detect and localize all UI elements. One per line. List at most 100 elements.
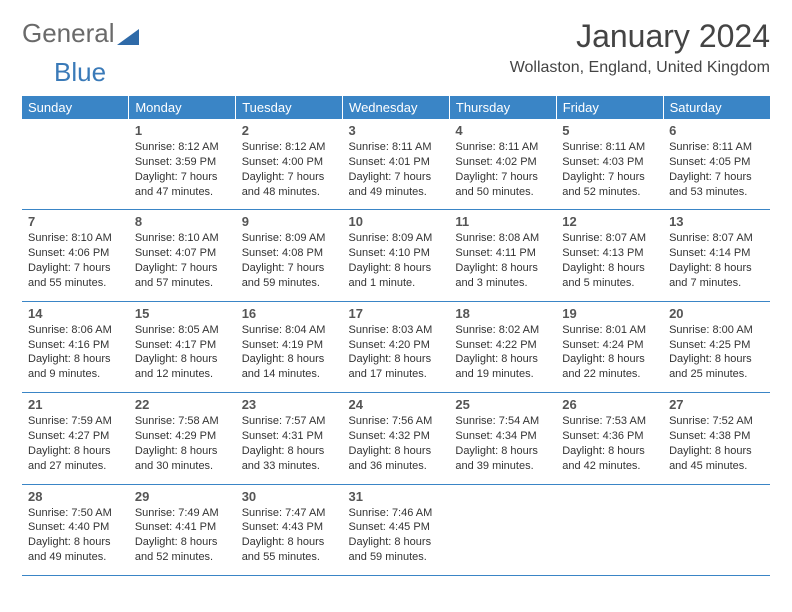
- day-number: 14: [28, 306, 123, 321]
- calendar-cell: 31 Sunrise: 7:46 AMSunset: 4:45 PMDayligh…: [343, 484, 450, 575]
- calendar-cell: 25 Sunrise: 7:54 AMSunset: 4:34 PMDayligh…: [449, 393, 556, 484]
- calendar-cell: 13 Sunrise: 8:07 AMSunset: 4:14 PMDayligh…: [663, 210, 770, 301]
- calendar-cell: [22, 119, 129, 210]
- day-number: 25: [455, 397, 550, 412]
- weekday-header: Wednesday: [343, 96, 450, 119]
- day-number: 2: [242, 123, 337, 138]
- calendar-table: Sunday Monday Tuesday Wednesday Thursday…: [22, 96, 770, 576]
- day-number: 12: [562, 214, 657, 229]
- day-info: Sunrise: 8:09 AMSunset: 4:10 PMDaylight:…: [349, 231, 444, 290]
- day-info: Sunrise: 7:57 AMSunset: 4:31 PMDaylight:…: [242, 414, 337, 473]
- day-number: 6: [669, 123, 764, 138]
- calendar-cell: 5 Sunrise: 8:11 AMSunset: 4:03 PMDaylight…: [556, 119, 663, 210]
- day-number: 3: [349, 123, 444, 138]
- weekday-header: Monday: [129, 96, 236, 119]
- day-number: 1: [135, 123, 230, 138]
- calendar-row: 1 Sunrise: 8:12 AMSunset: 3:59 PMDaylight…: [22, 119, 770, 210]
- calendar-cell: 24 Sunrise: 7:56 AMSunset: 4:32 PMDayligh…: [343, 393, 450, 484]
- day-info: Sunrise: 8:06 AMSunset: 4:16 PMDaylight:…: [28, 323, 123, 382]
- day-info: Sunrise: 8:11 AMSunset: 4:03 PMDaylight:…: [562, 140, 657, 199]
- calendar-cell: 10 Sunrise: 8:09 AMSunset: 4:10 PMDayligh…: [343, 210, 450, 301]
- day-info: Sunrise: 8:08 AMSunset: 4:11 PMDaylight:…: [455, 231, 550, 290]
- day-number: 21: [28, 397, 123, 412]
- day-info: Sunrise: 7:53 AMSunset: 4:36 PMDaylight:…: [562, 414, 657, 473]
- day-info: Sunrise: 7:59 AMSunset: 4:27 PMDaylight:…: [28, 414, 123, 473]
- day-info: Sunrise: 8:11 AMSunset: 4:02 PMDaylight:…: [455, 140, 550, 199]
- day-info: Sunrise: 8:07 AMSunset: 4:14 PMDaylight:…: [669, 231, 764, 290]
- calendar-cell: 18 Sunrise: 8:02 AMSunset: 4:22 PMDayligh…: [449, 301, 556, 392]
- day-info: Sunrise: 7:47 AMSunset: 4:43 PMDaylight:…: [242, 506, 337, 565]
- calendar-cell: 21 Sunrise: 7:59 AMSunset: 4:27 PMDayligh…: [22, 393, 129, 484]
- calendar-cell: 19 Sunrise: 8:01 AMSunset: 4:24 PMDayligh…: [556, 301, 663, 392]
- weekday-header: Thursday: [449, 96, 556, 119]
- calendar-cell: 28Sunrise: 7:50 AMSunset: 4:40 PMDayligh…: [22, 484, 129, 575]
- day-info: Sunrise: 8:02 AMSunset: 4:22 PMDaylight:…: [455, 323, 550, 382]
- calendar-row: 7 Sunrise: 8:10 AMSunset: 4:06 PMDaylight…: [22, 210, 770, 301]
- weekday-header: Sunday: [22, 96, 129, 119]
- calendar-cell: 1 Sunrise: 8:12 AMSunset: 3:59 PMDaylight…: [129, 119, 236, 210]
- day-number: 28: [28, 489, 123, 504]
- calendar-cell: 15Sunrise: 8:05 AMSunset: 4:17 PMDayligh…: [129, 301, 236, 392]
- day-number: 19: [562, 306, 657, 321]
- calendar-cell: 16Sunrise: 8:04 AMSunset: 4:19 PMDayligh…: [236, 301, 343, 392]
- weekday-header: Friday: [556, 96, 663, 119]
- day-info: Sunrise: 7:56 AMSunset: 4:32 PMDaylight:…: [349, 414, 444, 473]
- calendar-cell: 11Sunrise: 8:08 AMSunset: 4:11 PMDayligh…: [449, 210, 556, 301]
- day-info: Sunrise: 8:12 AMSunset: 3:59 PMDaylight:…: [135, 140, 230, 199]
- day-number: 7: [28, 214, 123, 229]
- day-info: Sunrise: 8:09 AMSunset: 4:08 PMDaylight:…: [242, 231, 337, 290]
- day-info: Sunrise: 8:10 AMSunset: 4:06 PMDaylight:…: [28, 231, 123, 290]
- day-number: 4: [455, 123, 550, 138]
- day-info: Sunrise: 7:58 AMSunset: 4:29 PMDaylight:…: [135, 414, 230, 473]
- calendar-cell: 2 Sunrise: 8:12 AMSunset: 4:00 PMDaylight…: [236, 119, 343, 210]
- calendar-cell: 12 Sunrise: 8:07 AMSunset: 4:13 PMDayligh…: [556, 210, 663, 301]
- calendar-cell: 29 Sunrise: 7:49 AMSunset: 4:41 PMDayligh…: [129, 484, 236, 575]
- day-info: Sunrise: 7:49 AMSunset: 4:41 PMDaylight:…: [135, 506, 230, 565]
- day-number: 18: [455, 306, 550, 321]
- calendar-body: 1 Sunrise: 8:12 AMSunset: 3:59 PMDaylight…: [22, 119, 770, 575]
- weekday-header: Tuesday: [236, 96, 343, 119]
- day-number: 16: [242, 306, 337, 321]
- day-number: 23: [242, 397, 337, 412]
- calendar-cell: 6 Sunrise: 8:11 AMSunset: 4:05 PMDaylight…: [663, 119, 770, 210]
- weekday-header: Saturday: [663, 96, 770, 119]
- weekday-header-row: Sunday Monday Tuesday Wednesday Thursday…: [22, 96, 770, 119]
- day-number: 13: [669, 214, 764, 229]
- calendar-row: 28Sunrise: 7:50 AMSunset: 4:40 PMDayligh…: [22, 484, 770, 575]
- calendar-cell: [449, 484, 556, 575]
- month-title: January 2024: [510, 18, 770, 55]
- day-info: Sunrise: 8:03 AMSunset: 4:20 PMDaylight:…: [349, 323, 444, 382]
- day-info: Sunrise: 8:01 AMSunset: 4:24 PMDaylight:…: [562, 323, 657, 382]
- logo: General: [22, 18, 139, 49]
- calendar-cell: 30 Sunrise: 7:47 AMSunset: 4:43 PMDayligh…: [236, 484, 343, 575]
- calendar-cell: 23 Sunrise: 7:57 AMSunset: 4:31 PMDayligh…: [236, 393, 343, 484]
- day-number: 5: [562, 123, 657, 138]
- day-number: 31: [349, 489, 444, 504]
- day-number: 26: [562, 397, 657, 412]
- day-info: Sunrise: 8:12 AMSunset: 4:00 PMDaylight:…: [242, 140, 337, 199]
- day-number: 10: [349, 214, 444, 229]
- day-info: Sunrise: 7:46 AMSunset: 4:45 PMDaylight:…: [349, 506, 444, 565]
- calendar-row: 14 Sunrise: 8:06 AMSunset: 4:16 PMDayligh…: [22, 301, 770, 392]
- day-info: Sunrise: 8:11 AMSunset: 4:01 PMDaylight:…: [349, 140, 444, 199]
- day-number: 17: [349, 306, 444, 321]
- day-number: 9: [242, 214, 337, 229]
- day-info: Sunrise: 8:07 AMSunset: 4:13 PMDaylight:…: [562, 231, 657, 290]
- day-number: 30: [242, 489, 337, 504]
- day-info: Sunrise: 7:54 AMSunset: 4:34 PMDaylight:…: [455, 414, 550, 473]
- day-number: 15: [135, 306, 230, 321]
- day-number: 27: [669, 397, 764, 412]
- calendar-cell: 14 Sunrise: 8:06 AMSunset: 4:16 PMDayligh…: [22, 301, 129, 392]
- calendar-cell: [663, 484, 770, 575]
- calendar-cell: 26 Sunrise: 7:53 AMSunset: 4:36 PMDayligh…: [556, 393, 663, 484]
- day-number: 20: [669, 306, 764, 321]
- logo-text-2: Blue: [54, 57, 792, 88]
- day-info: Sunrise: 8:11 AMSunset: 4:05 PMDaylight:…: [669, 140, 764, 199]
- day-number: 8: [135, 214, 230, 229]
- day-number: 29: [135, 489, 230, 504]
- logo-text-1: General: [22, 18, 115, 49]
- calendar-cell: 20Sunrise: 8:00 AMSunset: 4:25 PMDayligh…: [663, 301, 770, 392]
- calendar-cell: [556, 484, 663, 575]
- day-number: 24: [349, 397, 444, 412]
- calendar-row: 21 Sunrise: 7:59 AMSunset: 4:27 PMDayligh…: [22, 393, 770, 484]
